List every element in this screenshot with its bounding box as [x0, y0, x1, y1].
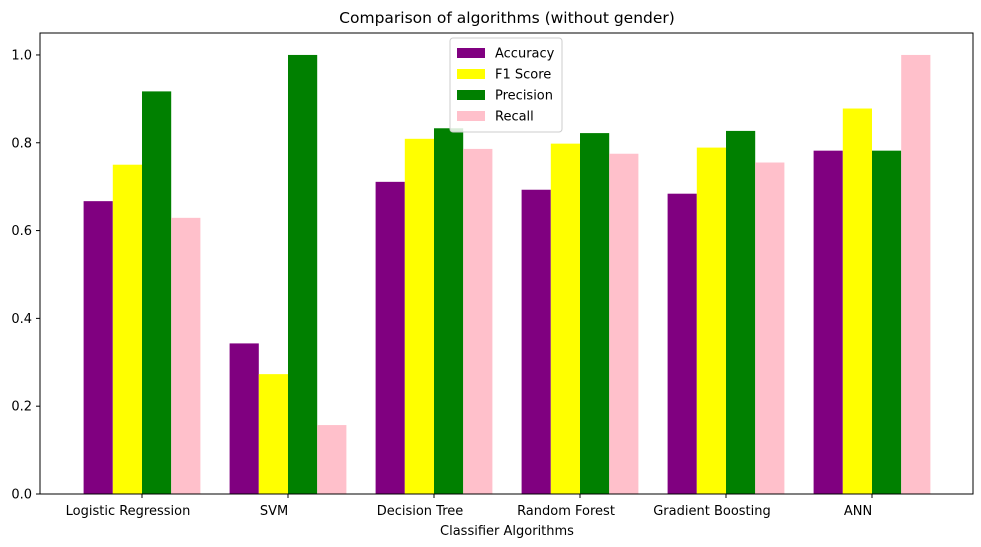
- bar-accuracy-random-forest: [521, 189, 551, 495]
- x-tick-label: Random Forest: [517, 504, 615, 519]
- bar-f1-score-decision-tree: [404, 138, 434, 494]
- chart-title: Comparison of algorithms (without gender…: [339, 9, 675, 27]
- legend-box: [449, 37, 563, 133]
- y-tick-label: 0.8: [11, 136, 32, 151]
- bar-f1-score-logistic-regression: [112, 164, 142, 494]
- bar-accuracy-logistic-regression: [83, 201, 113, 494]
- x-tick-label: Gradient Boosting: [653, 504, 771, 519]
- bar-recall-ann: [901, 54, 931, 494]
- x-tick-label: ANN: [844, 504, 872, 519]
- y-tick-label: 0.6: [11, 224, 32, 239]
- legend-swatch-accuracy: [457, 48, 485, 58]
- bar-recall-random-forest: [609, 153, 639, 495]
- axes-layer: 0.0 0.2 0.4 0.6 0.8 1.0 Logistic Regression SVM…: [11, 32, 974, 519]
- bar-precision-random-forest: [580, 133, 610, 494]
- bar-precision-logistic-regression: [142, 91, 172, 494]
- bar-recall-gradient-boosting: [755, 162, 785, 494]
- bar-accuracy-svm: [229, 343, 259, 494]
- legend-label-f1-score: F1 Score: [495, 68, 551, 83]
- plot-frame: [39, 32, 974, 495]
- bar-accuracy-decision-tree: [375, 181, 405, 494]
- legend-swatch-recall: [457, 111, 485, 121]
- y-tick-label: 0.0: [11, 488, 32, 503]
- bar-f1-score-svm: [258, 374, 288, 494]
- y-tick-label: 0.4: [11, 312, 32, 327]
- bar-f1-score-ann: [842, 108, 872, 495]
- legend: Accuracy F1 Score Precision Recall: [449, 37, 563, 133]
- bar-precision-ann: [872, 150, 902, 494]
- bar-f1-score-random-forest: [550, 143, 580, 494]
- bar-precision-svm: [288, 54, 318, 494]
- y-tick-label: 1.0: [11, 48, 32, 63]
- bar-f1-score-gradient-boosting: [696, 147, 726, 494]
- legend-label-recall: Recall: [495, 110, 534, 125]
- bar-recall-decision-tree: [463, 148, 493, 494]
- x-tick-label: SVM: [260, 504, 288, 519]
- legend-label-accuracy: Accuracy: [495, 47, 555, 62]
- legend-label-precision: Precision: [495, 89, 553, 104]
- x-tick-label: Decision Tree: [377, 504, 464, 519]
- bar-accuracy-ann: [813, 150, 843, 494]
- y-tick-label: 0.2: [11, 400, 32, 415]
- bars-layer: [83, 54, 931, 495]
- x-tick-label: Logistic Regression: [66, 504, 191, 519]
- legend-swatch-precision: [457, 90, 485, 100]
- x-axis-label: Classifier Algorithms: [440, 524, 574, 539]
- bar-precision-gradient-boosting: [726, 130, 756, 494]
- legend-swatch-f1-score: [457, 69, 485, 79]
- bar-recall-logistic-regression: [171, 217, 201, 494]
- bar-accuracy-gradient-boosting: [667, 193, 697, 494]
- bar-recall-svm: [317, 425, 347, 494]
- bar-precision-decision-tree: [434, 128, 464, 494]
